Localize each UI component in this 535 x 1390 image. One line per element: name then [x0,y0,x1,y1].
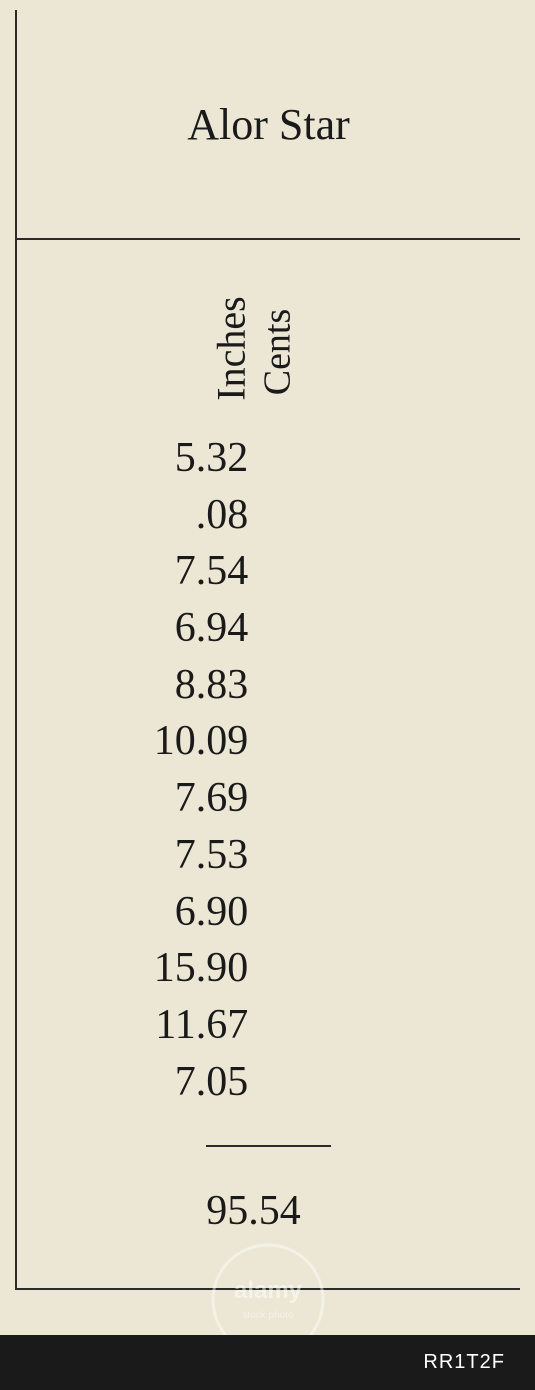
rainfall-table: Alor Star Inches Cents 5.32 .08 7.54 6.9… [15,10,520,1290]
column-headers: Inches Cents [169,270,369,430]
svg-text:alamy: alamy [233,1277,302,1304]
table-header-section: Alor Star [17,10,520,240]
value-row: 15.90 [154,940,249,997]
value-row: 6.90 [175,884,249,941]
svg-text:stock photo: stock photo [242,1310,294,1321]
value-row: 7.05 [175,1054,249,1111]
watermark-bar: RR1T2F [0,1335,535,1390]
table-data-section: Inches Cents 5.32 .08 7.54 6.94 8.83 10.… [17,240,520,1288]
value-row: 8.83 [175,657,249,714]
value-row: .08 [196,487,249,544]
values-list: 5.32 .08 7.54 6.94 8.83 10.09 7.69 7.53 … [154,430,249,1110]
inches-column-header: Inches [207,296,254,400]
value-row: 10.09 [154,713,249,770]
value-row: 6.94 [175,600,249,657]
value-row: 7.53 [175,827,249,884]
total-value: 95.54 [206,1187,301,1235]
image-id: RR1T2F [423,1351,505,1374]
value-row: 7.54 [175,543,249,600]
value-row: 5.32 [175,430,249,487]
value-row: 11.67 [155,997,248,1054]
location-title: Alor Star [187,99,350,150]
cents-column-header: Cents [255,309,299,396]
value-row: 7.69 [175,770,249,827]
